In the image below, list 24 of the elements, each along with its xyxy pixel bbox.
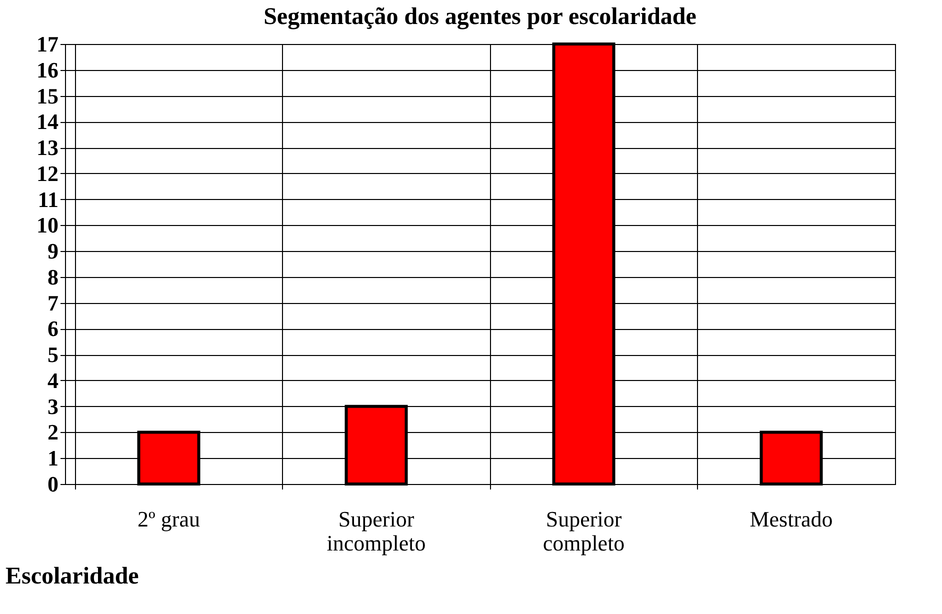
y-tick-label: 5 xyxy=(48,342,58,368)
y-tick-label: 4 xyxy=(48,368,58,393)
y-tick-label: 13 xyxy=(36,135,58,160)
x-tick-label: Superior completo xyxy=(542,506,625,556)
y-tick-label: 16 xyxy=(36,57,58,82)
y-tick-label: 7 xyxy=(48,290,58,316)
y-tick-label: 6 xyxy=(48,316,58,342)
x-tick-label: Mestrado xyxy=(750,506,833,532)
y-tick-label: 15 xyxy=(36,83,58,108)
y-tick-label: 8 xyxy=(48,264,58,290)
y-tick-label: 11 xyxy=(38,186,58,212)
y-tick-label: 14 xyxy=(36,109,58,134)
y-tick-label: 2 xyxy=(48,420,58,445)
x-axis-title: Escolaridade xyxy=(6,564,140,590)
x-tick-label: Superior incompleto xyxy=(326,506,426,556)
y-tick-label: 17 xyxy=(36,32,58,56)
y-tick-label: 0 xyxy=(48,472,58,496)
y-tick-label: 12 xyxy=(36,160,58,186)
y-tick-label: 1 xyxy=(48,446,58,471)
y-tick-label: 3 xyxy=(48,394,58,419)
y-tick-label: 10 xyxy=(36,212,58,238)
chart-title: Segmentação dos agentes por escolaridade xyxy=(264,4,697,30)
y-tick-label: 9 xyxy=(48,238,58,264)
x-tick-label: 2º grau xyxy=(138,506,200,532)
